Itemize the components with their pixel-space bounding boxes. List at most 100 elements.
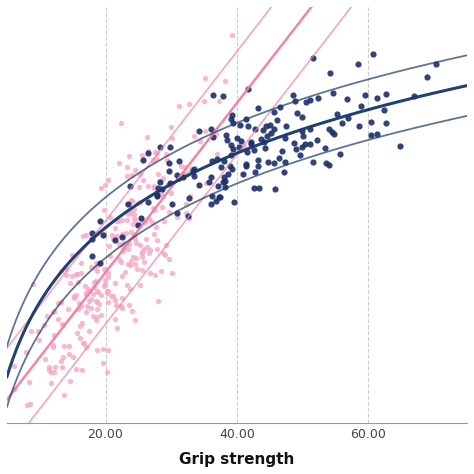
Point — [326, 162, 333, 169]
Point — [41, 321, 48, 329]
Point — [167, 123, 175, 131]
Point — [281, 158, 289, 166]
Point — [127, 182, 134, 189]
Point — [68, 251, 75, 258]
Point — [230, 119, 237, 127]
Point — [182, 200, 190, 208]
Point — [99, 231, 107, 239]
Point — [151, 207, 159, 214]
Point — [290, 139, 298, 147]
Point — [281, 168, 288, 176]
Point — [130, 233, 137, 240]
Point — [142, 236, 149, 243]
Point — [255, 184, 263, 191]
Point — [23, 401, 31, 409]
Point — [34, 328, 41, 335]
Point — [130, 215, 138, 222]
Point — [105, 269, 112, 276]
Point — [118, 302, 125, 310]
Point — [66, 377, 73, 384]
Point — [91, 278, 98, 285]
Point — [158, 185, 165, 192]
Point — [165, 208, 173, 216]
Point — [109, 292, 117, 300]
Point — [373, 130, 381, 137]
Point — [297, 151, 304, 158]
Point — [93, 267, 101, 274]
Point — [229, 146, 237, 153]
Point — [96, 301, 103, 308]
Point — [270, 126, 278, 133]
Point — [68, 273, 76, 280]
Point — [138, 266, 146, 273]
Point — [29, 281, 36, 288]
Point — [281, 134, 289, 142]
Point — [149, 156, 157, 164]
Point — [111, 236, 118, 244]
Point — [245, 123, 252, 130]
Point — [90, 283, 98, 291]
Point — [45, 367, 53, 374]
Point — [209, 192, 216, 200]
Point — [201, 74, 209, 82]
Point — [333, 110, 341, 118]
Point — [302, 99, 310, 106]
Point — [82, 232, 90, 239]
Point — [65, 350, 73, 357]
Point — [251, 184, 258, 191]
Point — [189, 167, 197, 175]
Point — [25, 378, 32, 386]
Point — [212, 197, 219, 205]
Point — [124, 201, 132, 208]
Point — [92, 297, 100, 305]
Point — [207, 200, 215, 208]
Point — [109, 232, 116, 239]
Point — [126, 208, 133, 215]
Point — [139, 156, 147, 164]
Point — [152, 155, 160, 162]
Point — [124, 260, 132, 267]
Point — [128, 307, 136, 315]
Point — [82, 344, 90, 351]
Point — [103, 290, 110, 297]
Point — [242, 116, 250, 123]
Point — [146, 246, 154, 254]
Point — [123, 163, 130, 170]
Point — [244, 148, 251, 155]
Point — [119, 247, 127, 255]
Point — [367, 131, 375, 138]
Point — [95, 261, 102, 269]
Point — [195, 128, 203, 135]
Point — [60, 342, 67, 349]
Point — [239, 170, 247, 178]
Point — [224, 171, 232, 178]
Point — [49, 341, 56, 349]
Point — [161, 251, 169, 259]
Point — [163, 241, 170, 249]
Point — [91, 264, 99, 272]
Point — [104, 176, 112, 183]
Point — [242, 160, 250, 168]
Point — [131, 210, 138, 218]
Point — [64, 305, 72, 313]
Point — [173, 213, 181, 220]
Point — [228, 111, 236, 119]
Point — [118, 233, 125, 241]
Point — [57, 357, 65, 365]
Point — [166, 143, 173, 151]
Point — [93, 287, 101, 294]
Point — [104, 273, 111, 280]
Point — [125, 210, 132, 218]
Point — [145, 150, 152, 157]
Point — [182, 210, 189, 217]
Point — [70, 294, 77, 302]
Point — [47, 379, 55, 387]
Point — [112, 301, 120, 309]
Point — [382, 119, 390, 127]
Point — [410, 92, 418, 100]
Point — [306, 96, 314, 104]
Point — [150, 184, 157, 192]
Point — [87, 304, 95, 311]
Point — [151, 148, 158, 156]
Point — [137, 198, 144, 206]
